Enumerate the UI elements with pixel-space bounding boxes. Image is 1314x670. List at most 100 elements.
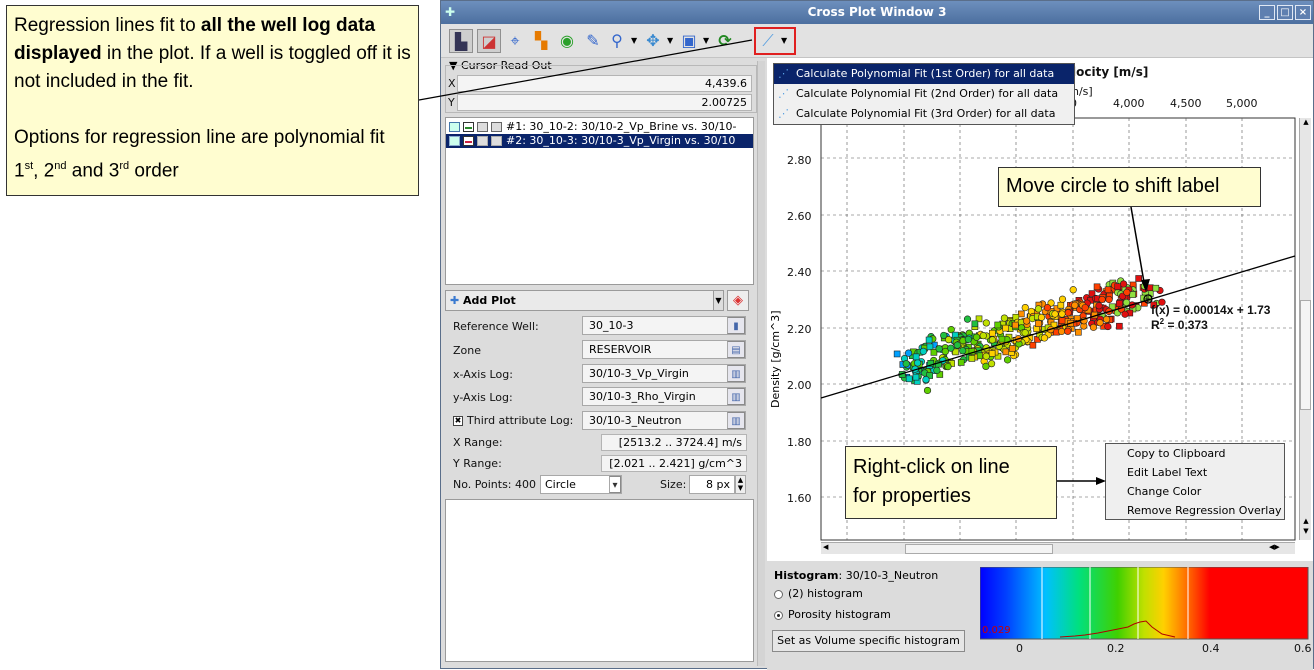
maximize-button[interactable]: □ [1277, 5, 1293, 20]
set-volume-histogram-button[interactable]: Set as Volume specific histogram [772, 630, 965, 652]
regression-r2[interactable]: R2 = 0.373 [1151, 317, 1208, 332]
visibility-eye-icon[interactable] [449, 122, 460, 132]
scatter-point-circle [1034, 305, 1043, 313]
vertical-scroll-thumb[interactable] [1300, 300, 1311, 410]
vertical-scrollbar[interactable]: ▲ ▲ ▼ [1299, 118, 1311, 540]
x-tick-label: 4,500 [1170, 97, 1202, 110]
line-color-icon[interactable] [463, 122, 474, 132]
horizontal-scrollbar[interactable]: ◀ ◀▶ [821, 542, 1295, 554]
reference-well-field[interactable]: 30_10-3 ▮ [582, 316, 746, 335]
add-plot-combo[interactable]: ✚ Add Plot [445, 290, 721, 311]
zoom-icon[interactable]: ⚲ [611, 31, 623, 50]
scatter-point-circle [1158, 298, 1166, 306]
log-picker-icon[interactable]: ▥ [727, 365, 745, 382]
menu-item-poly-2nd[interactable]: ⋰ Calculate Polynomial Fit (2nd Order) fo… [774, 84, 1074, 104]
well-icon[interactable] [477, 136, 488, 146]
menu-item-poly-1st[interactable]: ⋰ Calculate Polynomial Fit (1st Order) fo… [774, 64, 1074, 84]
menu-item-remove-overlay[interactable]: Remove Regression Overlay [1127, 504, 1282, 517]
menu-item-poly-3rd[interactable]: ⋰ Calculate Polynomial Fit (3rd Order) fo… [774, 104, 1074, 124]
scroll-right-icon[interactable]: ◀▶ [1269, 543, 1280, 551]
well-icon[interactable] [477, 122, 488, 132]
x-readout-label: X [448, 77, 456, 90]
zone-field[interactable]: RESERVOIR ▤ [582, 340, 746, 359]
settings-icon[interactable] [491, 122, 502, 132]
reference-well-label: Reference Well: [453, 320, 539, 333]
scroll-down-icon[interactable]: ▲ ▼ [1303, 517, 1309, 535]
pan-dropdown-icon[interactable]: ▼ [667, 36, 674, 45]
line-color-icon[interactable] [463, 136, 474, 146]
marker-select[interactable]: Circle ▾ [540, 475, 622, 494]
scatter-point-circle [1058, 295, 1067, 303]
well-list[interactable]: #1: 30_10-2: 30/10-2_Vp_Brine vs. 30/10-… [445, 117, 754, 285]
horizontal-scroll-thumb[interactable] [905, 544, 1053, 554]
scroll-up-icon[interactable]: ▲ [1303, 118, 1309, 126]
y-tick-label: 2.20 [787, 323, 812, 336]
scatter-point-circle [1098, 295, 1106, 304]
checker-icon[interactable]: ▚ [534, 31, 548, 50]
x-log-field[interactable]: 30/10-3_Vp_Virgin ▥ [582, 364, 746, 383]
minimize-button[interactable]: _ [1259, 5, 1275, 20]
zone-picker-icon[interactable]: ▤ [727, 341, 745, 358]
size-input[interactable]: 8 px [689, 475, 735, 494]
scatter-point-circle [1121, 310, 1129, 318]
regression-equation[interactable]: f(x) = 0.00014x + 1.73 [1151, 303, 1271, 317]
well-picker-icon[interactable]: ▮ [727, 317, 745, 334]
histogram-radio-1[interactable] [774, 590, 783, 599]
visibility-eye-icon[interactable] [449, 136, 460, 146]
log-picker-icon[interactable]: ▥ [727, 412, 745, 429]
scatter-point-square [952, 348, 959, 356]
scatter-point-square [1116, 322, 1123, 330]
scatter-point-square [1009, 345, 1016, 352]
scatter-point-square [1035, 320, 1042, 327]
log-picker-icon[interactable]: ▥ [727, 388, 745, 405]
third-attribute-checkbox[interactable]: ✖ [453, 416, 463, 426]
regression-icon[interactable]: ⟋ [762, 31, 774, 50]
size-label: Size: [660, 478, 687, 491]
menu-item-change-color[interactable]: Change Color [1127, 485, 1202, 498]
add-plot-dropdown-icon[interactable]: ▼ [713, 290, 724, 311]
list-item[interactable]: #1: 30_10-2: 30/10-2_Vp_Brine vs. 30/10- [446, 120, 753, 134]
y-log-field[interactable]: 30/10-3_Rho_Virgin ▥ [582, 387, 746, 406]
refresh-icon[interactable]: ⟳ [718, 31, 732, 50]
export-dropdown-icon[interactable]: ▼ [703, 36, 710, 45]
chevron-down-icon[interactable]: ▾ [609, 476, 621, 493]
scatter-point-square [1146, 284, 1154, 292]
settings-icon[interactable] [491, 136, 502, 146]
histogram-x-tick: 0.2 [1107, 642, 1125, 655]
pen-icon[interactable]: ✎ [586, 31, 600, 50]
histogram-title: Histogram: 30/10-3_Neutron [774, 569, 939, 582]
histogram-radio-2[interactable] [774, 611, 783, 620]
scatter-point-circle [902, 360, 910, 368]
volume-icon[interactable]: ◉ [560, 31, 574, 50]
panel-splitter[interactable] [757, 61, 765, 666]
zoom-dropdown-icon[interactable]: ▼ [631, 36, 638, 45]
pan-icon[interactable]: ✥ [646, 31, 660, 50]
third-attribute-field[interactable]: 30/10-3_Neutron ▥ [582, 411, 746, 430]
regression-dropdown-icon[interactable]: ▼ [781, 36, 788, 45]
scatter-point-circle [1095, 302, 1103, 310]
label-handle-circle[interactable] [1143, 294, 1153, 304]
window-titlebar[interactable]: ✚ Cross Plot Window 3 _ □ × [441, 1, 1313, 24]
scatter-point-circle [1071, 301, 1079, 309]
callout-paragraph-2: Options for regression line are polynomi… [14, 127, 385, 182]
scroll-left-icon[interactable]: ◀ [823, 543, 829, 551]
scatter-point-circle [1064, 309, 1072, 317]
scatter-point-circle [1120, 280, 1128, 288]
scatter-point-circle [982, 352, 990, 360]
regression-line[interactable] [820, 255, 1296, 399]
list-item[interactable]: #2: 30_10-3: 30/10-3_Vp_Virgin vs. 30/10 [446, 134, 753, 148]
zone-label: Zone [453, 344, 482, 357]
scatter-point-square [1002, 324, 1009, 332]
scatter-point-square [912, 373, 920, 381]
close-button[interactable]: × [1295, 5, 1311, 20]
chart-icon[interactable]: ◪ [477, 29, 501, 53]
menu-item-copy[interactable]: Copy to Clipboard [1127, 447, 1226, 460]
scatter-point-circle [988, 336, 997, 344]
crosshair-icon[interactable]: ⌖ [510, 31, 520, 50]
window-title: Cross Plot Window 3 [807, 5, 947, 19]
size-stepper[interactable]: ▲ ▼ [735, 475, 746, 494]
export-icon[interactable]: ▣ [681, 31, 697, 50]
add-plot-action-icon[interactable]: ◈ [727, 290, 749, 311]
menu-item-edit-label[interactable]: Edit Label Text [1127, 466, 1208, 479]
layout-icon[interactable]: ▙ [449, 29, 473, 53]
